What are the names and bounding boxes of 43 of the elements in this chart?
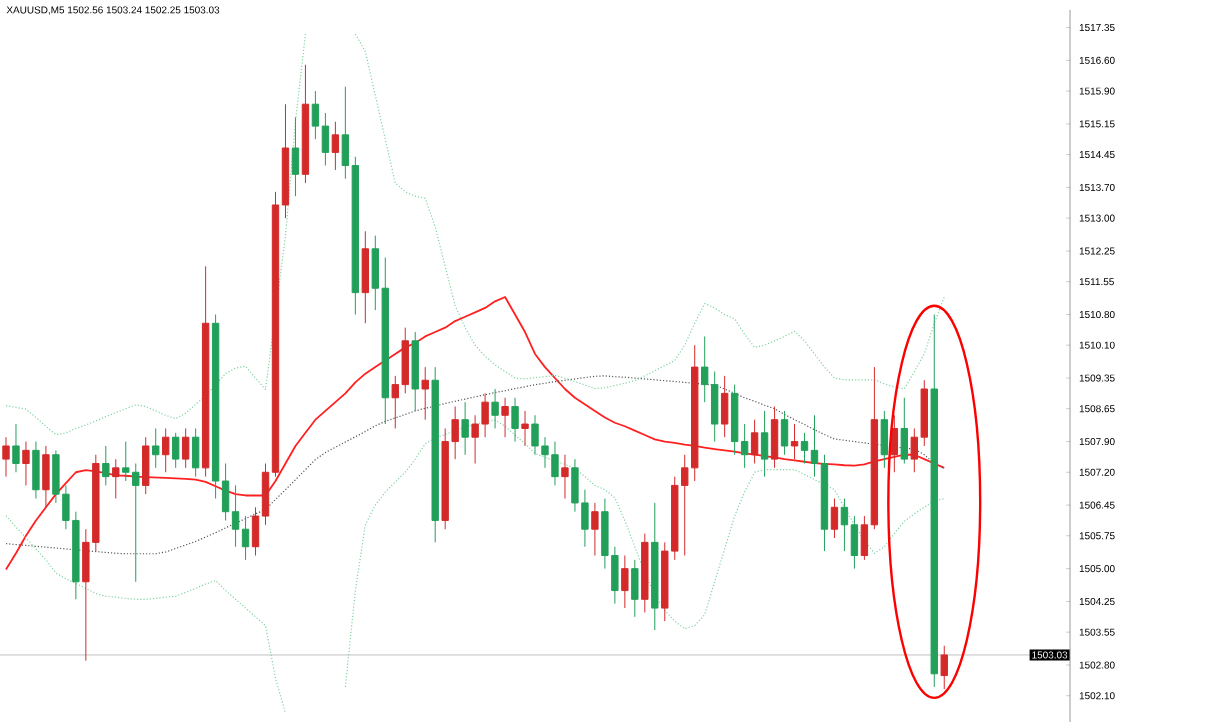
- candlestick: [940, 645, 948, 690]
- candlestick: [750, 419, 759, 464]
- candlestick: [411, 331, 419, 412]
- candlestick: [142, 436, 150, 495]
- candlestick: [461, 401, 469, 456]
- candlestick: [431, 366, 439, 543]
- candlestick: [631, 559, 639, 618]
- candlestick: [511, 397, 519, 443]
- candlestick: [591, 502, 599, 556]
- candlestick: [491, 388, 499, 429]
- candlestick: [102, 445, 110, 486]
- candlestick: [201, 265, 210, 478]
- candlestick: [880, 410, 889, 469]
- candlestick: [331, 121, 340, 171]
- candlestick: [152, 427, 160, 469]
- candlestick: [22, 441, 30, 486]
- candlestick: [12, 423, 20, 473]
- candlestick: [651, 502, 659, 631]
- candlestick: [181, 427, 190, 469]
- candlestick: [301, 64, 310, 184]
- candlestick: [780, 410, 789, 456]
- candlestick: [421, 366, 429, 421]
- candlestick: [521, 410, 529, 447]
- candlestick: [720, 375, 729, 438]
- candlestick: [900, 397, 909, 464]
- candlestick: [790, 423, 799, 460]
- candlestick: [32, 441, 40, 500]
- candlestick: [501, 397, 509, 438]
- candlestick: [760, 410, 769, 478]
- candlestick: [770, 406, 779, 469]
- candlestick: [191, 427, 200, 478]
- candlestick: [112, 458, 120, 500]
- candlestick: [42, 445, 50, 508]
- candlestick: [162, 427, 170, 473]
- candlestick: [2, 436, 10, 478]
- candlestick: [621, 555, 629, 609]
- candlestick: [830, 498, 839, 539]
- candlestick: [641, 533, 649, 613]
- candlestick: [171, 432, 180, 469]
- candlestick: [291, 116, 300, 197]
- candlestick: [561, 454, 569, 500]
- candlestick: [930, 314, 938, 688]
- candlestick: [361, 230, 370, 324]
